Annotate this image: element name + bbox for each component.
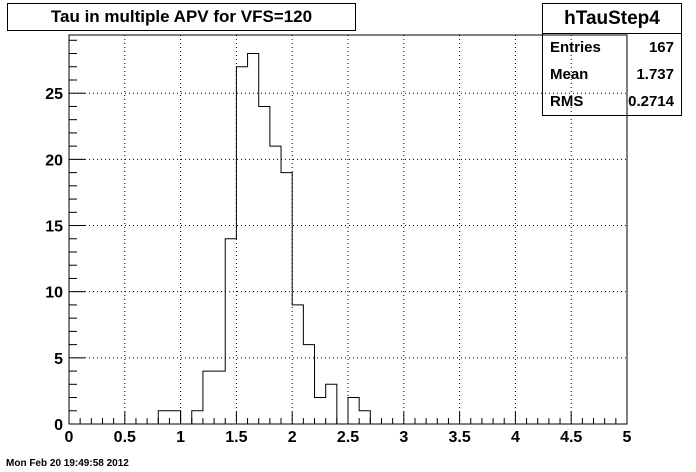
histogram-bar [236, 67, 247, 424]
x-tick-label: 5 [623, 429, 632, 446]
axis-ticks [68, 39, 628, 425]
stats-value: 1.737 [636, 66, 674, 83]
y-tick-label: 20 [45, 152, 63, 169]
y-tick-label: 25 [45, 86, 63, 103]
chart-title: Tau in multiple APV for VFS=120 [7, 3, 356, 31]
x-tick-label: 1.5 [225, 429, 247, 446]
histogram-bar [359, 411, 370, 424]
histogram-bar [192, 411, 203, 424]
x-tick-label: 4.5 [560, 429, 582, 446]
histogram-bar [281, 173, 292, 424]
x-tick-labels: 0 0.5 1 1.5 2 2.5 3 3.5 4 4.5 5 [65, 429, 632, 446]
stats-histogram-name: hTauStep4 [543, 4, 681, 34]
histogram-bar [348, 398, 359, 424]
x-tick-label: 4 [511, 429, 520, 446]
stats-value: 0.2714 [628, 93, 674, 110]
x-tick-label: 2 [288, 429, 297, 446]
stats-row-mean: Mean 1.737 [543, 61, 681, 88]
stats-label: RMS [550, 93, 584, 110]
stats-row-rms: RMS 0.2714 [543, 88, 681, 115]
histogram-bars [158, 54, 370, 424]
histogram-bar [315, 398, 326, 424]
histogram-bar [259, 106, 270, 424]
timestamp: Mon Feb 20 19:49:58 2012 [6, 458, 129, 469]
x-tick-label: 0 [65, 429, 74, 446]
y-tick-label: 15 [45, 219, 63, 236]
plot-frame [68, 34, 628, 425]
x-tick-label: 1 [176, 429, 185, 446]
y-tick-label: 0 [54, 417, 63, 434]
x-tick-label: 0.5 [114, 429, 136, 446]
histogram-bar [203, 371, 214, 424]
x-tick-label: 2.5 [337, 429, 359, 446]
stats-value: 167 [648, 39, 674, 56]
histogram-bar [225, 239, 236, 424]
histogram-bar [326, 384, 337, 424]
stats-box: hTauStep4 Entries 167 Mean 1.737 RMS 0.2… [542, 3, 682, 116]
grid-lines [69, 35, 627, 424]
x-tick-label: 3.5 [448, 429, 470, 446]
y-tick-labels: 0 5 10 15 20 25 [45, 86, 63, 434]
y-tick-label: 5 [54, 351, 63, 368]
histogram-bar [248, 54, 259, 424]
x-tick-label: 3 [399, 429, 408, 446]
histogram-outline [69, 53, 627, 425]
histogram-bar [169, 411, 180, 424]
histogram-bar [158, 411, 169, 424]
stats-row-entries: Entries 167 [543, 34, 681, 61]
stats-label: Mean [550, 66, 589, 83]
histogram-bar [303, 345, 314, 424]
histogram-bar [292, 305, 303, 424]
histogram-bar [270, 146, 281, 424]
stats-label: Entries [550, 39, 601, 56]
histogram-bar [214, 371, 225, 424]
y-tick-label: 10 [45, 285, 63, 302]
